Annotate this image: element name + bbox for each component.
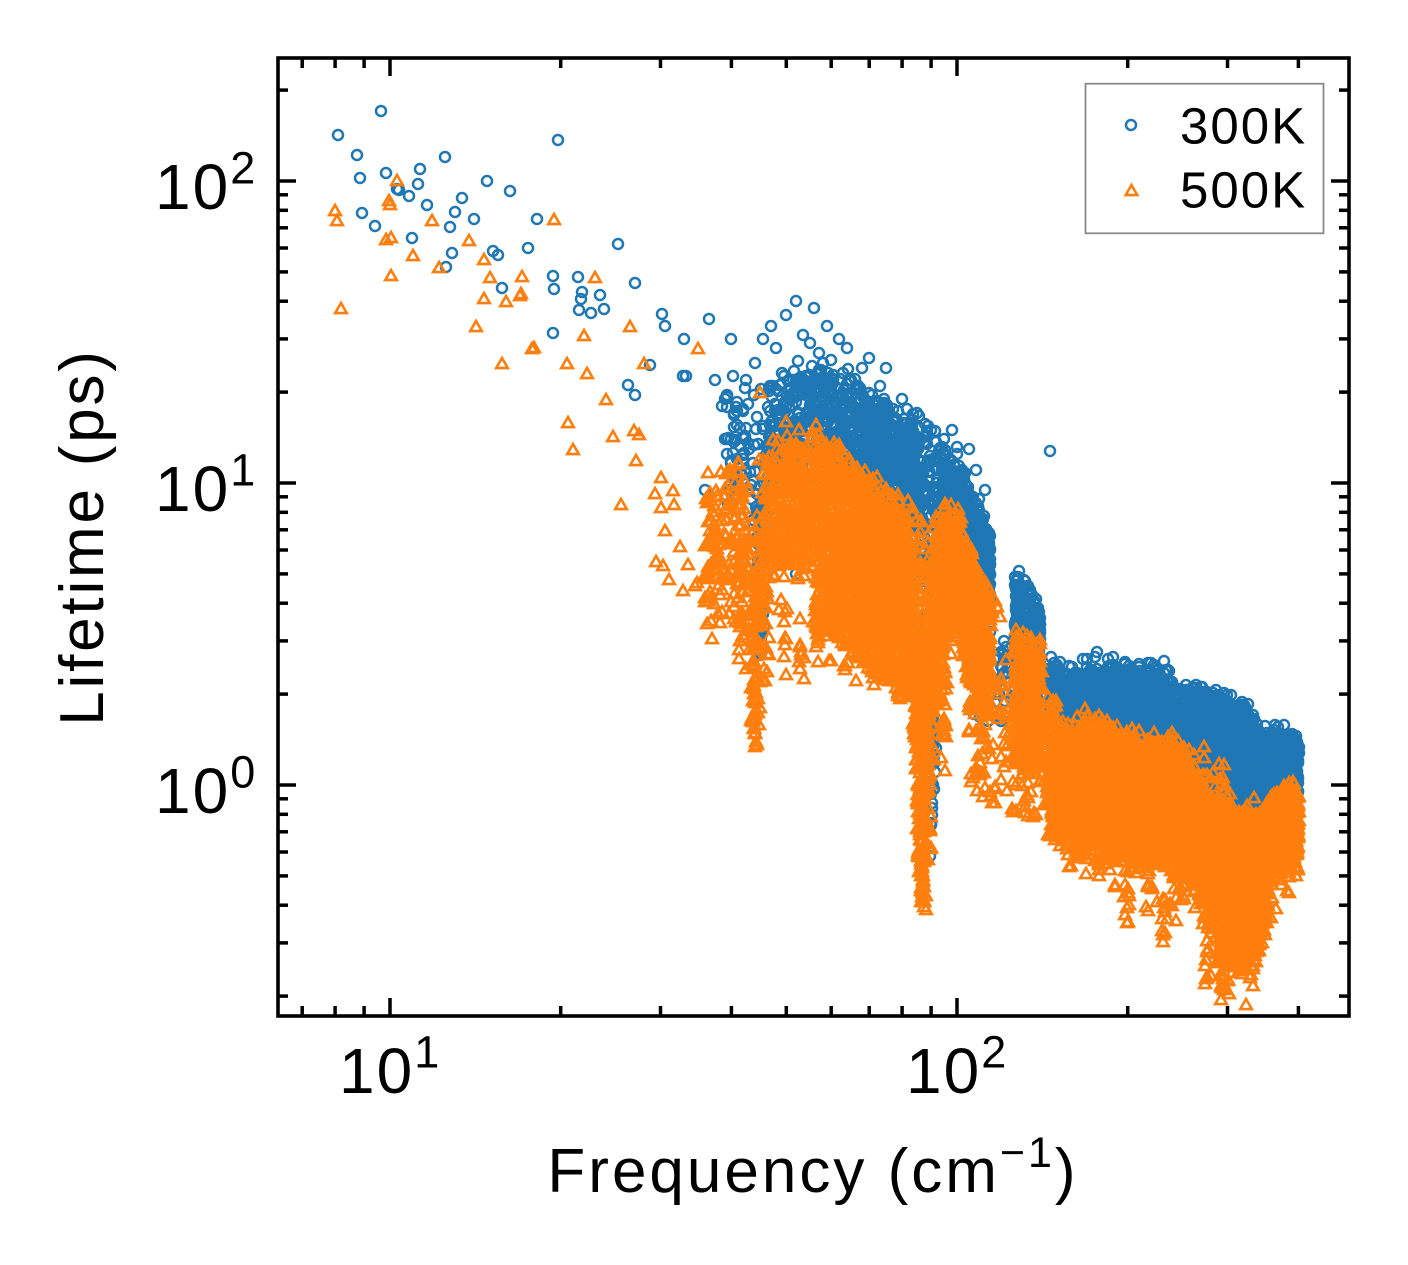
- svg-text:102: 102: [155, 143, 257, 224]
- svg-text:Frequency (cm−1): Frequency (cm−1): [547, 1129, 1078, 1206]
- svg-text:102: 102: [906, 1027, 1008, 1108]
- svg-text:500K: 500K: [1180, 161, 1307, 218]
- svg-text:300K: 300K: [1180, 98, 1307, 155]
- svg-text:101: 101: [155, 445, 257, 526]
- svg-text:101: 101: [339, 1027, 441, 1108]
- svg-text:100: 100: [155, 747, 257, 828]
- svg-text:Lifetime (ps): Lifetime (ps): [48, 348, 117, 726]
